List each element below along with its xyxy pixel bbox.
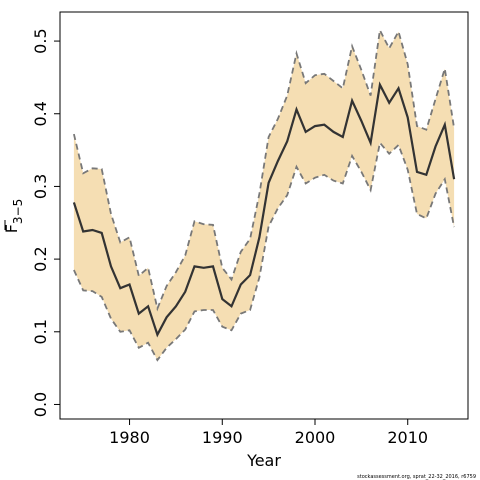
x-tick-label: 2000	[295, 428, 336, 447]
x-axis: 1980 1990 2000 2010	[109, 419, 428, 447]
upper-ci-line	[73, 27, 455, 312]
confidence-band-layer	[73, 30, 455, 361]
x-axis-title: Year	[246, 451, 281, 470]
x-tick-label: 2010	[387, 428, 428, 447]
plot-frame	[59, 11, 469, 420]
y-tick-label: 0.1	[31, 319, 50, 344]
y-tick-label: 0.5	[31, 28, 50, 53]
estimate-line	[72, 81, 456, 338]
y-axis-title: F3−5	[2, 199, 25, 234]
svg-text:F3−5: F3−5	[2, 199, 25, 234]
footer-credit: stockassessment.org, sprat_22-32_2016, r…	[357, 474, 476, 480]
confidence-band	[73, 30, 455, 361]
y-axis: 0.0 0.1 0.2 0.3 0.4 0.5	[31, 28, 60, 417]
y-axis-title-main: F	[2, 224, 21, 233]
y-tick-label: 0.2	[31, 246, 50, 271]
y-tick-label: 0.3	[31, 174, 50, 199]
y-tick-label: 0.0	[31, 392, 50, 417]
y-axis-title-subscript: 3−5	[11, 199, 25, 224]
lower-ci-line	[73, 140, 455, 362]
y-tick-label: 0.4	[31, 101, 50, 126]
series-line-layer	[72, 27, 456, 362]
x-tick-label: 1990	[202, 428, 243, 447]
x-tick-label: 1980	[109, 428, 150, 447]
